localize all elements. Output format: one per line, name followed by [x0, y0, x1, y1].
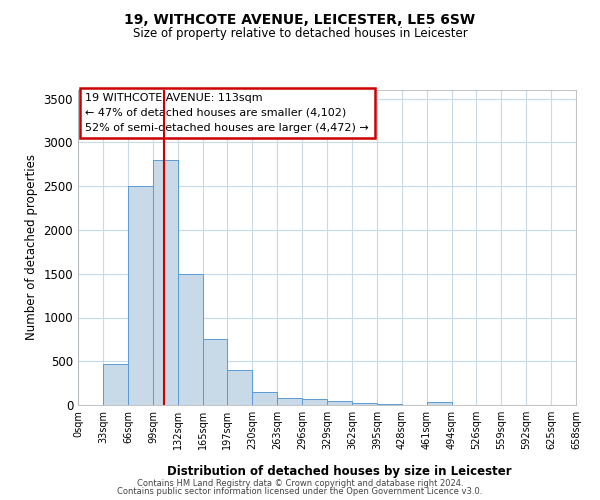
Bar [327, 400, 352, 405]
Bar [427, 402, 452, 405]
Bar [377, 404, 402, 405]
Bar [103, 364, 128, 405]
Text: Distribution of detached houses by size in Leicester: Distribution of detached houses by size … [167, 464, 511, 477]
Bar [302, 399, 327, 405]
Y-axis label: Number of detached properties: Number of detached properties [25, 154, 38, 340]
Text: 19, WITHCOTE AVENUE, LEICESTER, LE5 6SW: 19, WITHCOTE AVENUE, LEICESTER, LE5 6SW [124, 12, 476, 26]
Text: Contains public sector information licensed under the Open Government Licence v3: Contains public sector information licen… [118, 487, 482, 496]
Bar [277, 398, 302, 405]
Bar [352, 403, 377, 405]
Text: 19 WITHCOTE AVENUE: 113sqm
← 47% of detached houses are smaller (4,102)
52% of s: 19 WITHCOTE AVENUE: 113sqm ← 47% of deta… [85, 93, 369, 132]
Bar [178, 274, 203, 405]
Bar [227, 370, 252, 405]
Bar [153, 160, 178, 405]
Bar [252, 392, 277, 405]
Text: Contains HM Land Registry data © Crown copyright and database right 2024.: Contains HM Land Registry data © Crown c… [137, 478, 463, 488]
Bar [203, 340, 227, 405]
Text: Size of property relative to detached houses in Leicester: Size of property relative to detached ho… [133, 28, 467, 40]
Bar [128, 186, 153, 405]
